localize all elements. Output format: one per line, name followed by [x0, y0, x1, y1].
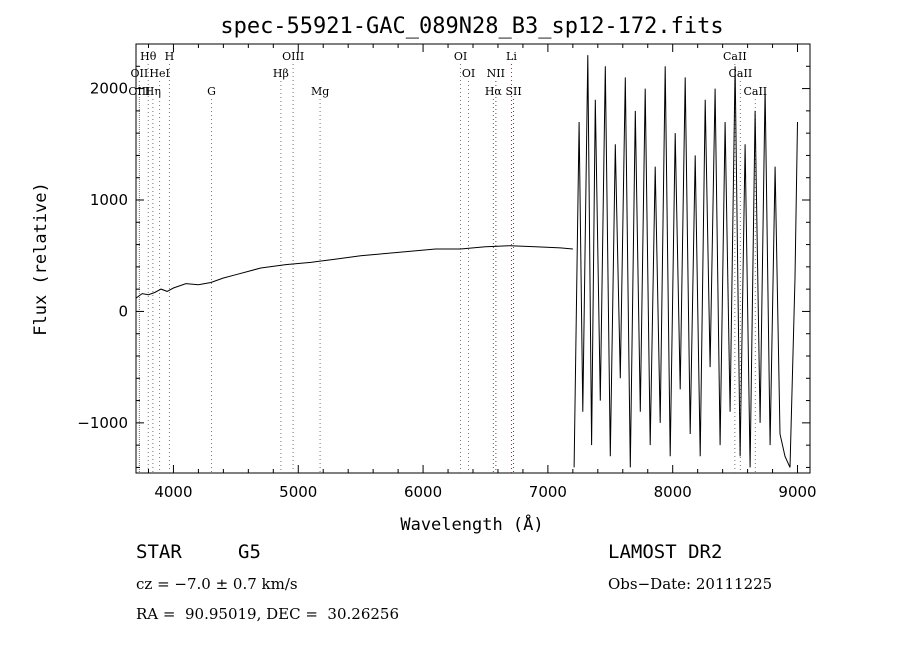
redshift-velocity: cz = −7.0 ± 0.7 km/s [136, 575, 298, 593]
line-marker-label: CaII [723, 50, 747, 63]
y-tick-label: −1000 [77, 414, 128, 432]
line-marker-label: Hα [485, 85, 503, 98]
x-axis: 4000 5000 6000 7000 8000 9000 [147, 44, 817, 501]
x-tick-label: 8000 [654, 483, 692, 501]
chart-title: spec-55921-GAC_089N28_B3_sp12-172.fits [220, 14, 723, 39]
line-marker-label: SII [505, 85, 521, 98]
spectrum-continuum-line [135, 245, 573, 299]
observation-date: Obs−Date: 20111225 [608, 575, 773, 593]
line-marker-label: Hη [145, 85, 161, 98]
x-tick-label: 4000 [154, 483, 192, 501]
y-tick-label: 2000 [90, 80, 128, 98]
x-axis-label: Wavelength (Å) [400, 513, 543, 535]
x-tick-label: 7000 [529, 483, 567, 501]
line-marker-label: OI [454, 50, 467, 63]
line-marker-label: HeI [149, 67, 169, 80]
x-tick-label: 6000 [404, 483, 442, 501]
line-marker-label: NII [487, 67, 505, 80]
spectrum-series [135, 55, 798, 468]
line-marker-label: CaII [743, 85, 767, 98]
x-tick-label: 5000 [279, 483, 317, 501]
object-subclass: G5 [238, 541, 261, 563]
line-marker-label: CaII [729, 67, 753, 80]
line-marker-label: OII [131, 67, 149, 80]
line-marker-label: OI [462, 67, 475, 80]
line-marker-label: G [207, 85, 216, 98]
y-axis-label: Flux (relative) [31, 182, 51, 336]
y-tick-label: 0 [118, 302, 128, 320]
object-class: STAR [136, 541, 182, 563]
line-marker-label: Mg [311, 85, 329, 98]
spectrum-noisy-line [573, 55, 798, 468]
line-marker-label: OIII [128, 85, 150, 98]
line-marker-label: Li [506, 50, 517, 63]
line-marker-label: Hβ [273, 67, 289, 80]
line-marker-label: Hθ [140, 50, 157, 63]
line-marker-label: H [165, 50, 175, 63]
survey-name: LAMOST DR2 [608, 541, 723, 563]
coordinates: RA = 90.95019, DEC = 30.26256 [136, 605, 400, 623]
line-marker-label: OIII [282, 50, 304, 63]
y-tick-label: 1000 [90, 191, 128, 209]
plot-frame [135, 43, 811, 474]
x-tick-label: 9000 [778, 483, 816, 501]
y-axis: −1000 0 1000 2000 [77, 43, 810, 468]
